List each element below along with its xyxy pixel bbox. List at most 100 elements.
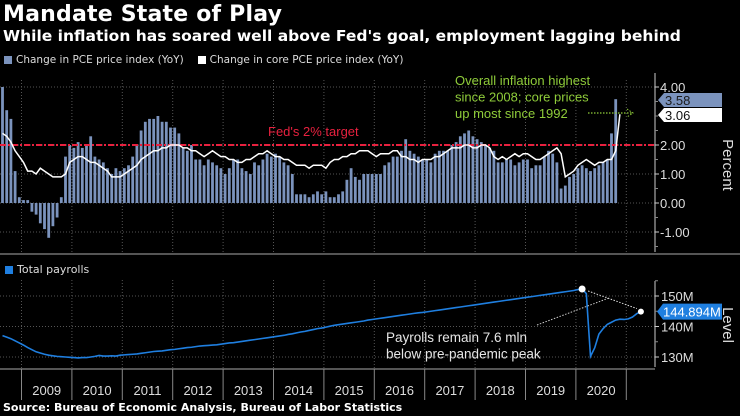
pce-bar [484,145,487,203]
pce-bar [283,162,286,203]
pce-bar [350,168,353,203]
pce-bar [299,194,302,203]
pce-bar [501,162,504,203]
pce-bar [203,165,206,203]
x-tick-label: 2010 [83,383,112,398]
pce-bar [215,165,218,203]
y-tick-label: 130M [661,350,694,365]
pce-bar [480,142,483,203]
pce-bar [220,168,223,203]
x-axis: 2009201020112012201320142015201620172018… [22,369,627,400]
pce-bar [421,160,424,204]
pce-bar [52,203,55,226]
pce-bar [207,160,210,204]
pce-bar [354,177,357,203]
pce-bar [509,160,512,204]
pce-bar [47,203,50,238]
core-pce-value-badge-label: 3.06 [665,108,690,123]
pce-bar [551,154,554,203]
pce-bar [287,165,290,203]
pce-bar [564,186,567,203]
pce-bar [383,165,386,203]
pce-bar [572,174,575,203]
pce-bar [446,151,449,203]
pce-bar [396,157,399,203]
source-note: Source: Bureau of Economic Analysis, Bur… [3,401,402,414]
fed-target-label: Fed's 2% target [268,124,359,139]
pce-bar [182,148,185,203]
pce-bar [593,168,596,203]
annotation-line: since 2008; core prices [455,90,589,105]
inflation-annotation: Overall inflation highestsince 2008; cor… [455,73,633,121]
pce-bar [455,142,458,203]
pce-bar [610,133,613,203]
pce-bar [115,168,118,203]
pce-bar [547,151,550,203]
y-tick-label: 0.00 [660,196,685,211]
pce-bar [467,131,470,204]
payrolls-annotation: Payrolls remain 7.6 mln below pre-pandemi… [386,285,644,361]
pce-bar [358,180,361,203]
pce-bar [18,197,21,203]
pce-bar [430,162,433,203]
pce-bar [371,174,374,203]
x-tick-label: 2014 [284,383,313,398]
pce-bar [199,160,202,204]
pce-bar [530,168,533,203]
pce-bar [274,154,277,203]
annotation-line: Payrolls remain 7.6 mln [386,330,527,345]
y-tick-label: 140M [661,320,694,335]
pce-bar [514,165,517,203]
pce-bar [472,136,475,203]
x-tick-label: 2017 [435,383,464,398]
pce-bar [367,174,370,203]
pce-bar [425,160,428,204]
x-tick-label: 2012 [183,383,212,398]
pce-bar [262,160,265,204]
pce-bar [253,162,256,203]
pce-bar [161,122,164,203]
pce-bar [178,133,181,203]
pce-bar [211,162,214,203]
pce-bar [312,194,315,203]
pce-bar [585,168,588,203]
pce-bar [413,154,416,203]
pce-bar [173,128,176,203]
pce-bar [522,160,525,204]
pce-bar [249,174,252,203]
x-tick-label: 2020 [587,383,616,398]
pce-bar [400,151,403,203]
pce-bar [190,145,193,203]
annotation-line: below pre-pandemic peak [386,347,541,362]
pce-bar [64,157,67,203]
pce-bar [228,168,231,203]
x-tick-label: 2016 [385,383,414,398]
annotation-leader [537,298,609,325]
pce-bar [68,145,71,203]
y-tick-label: 1.00 [660,167,685,182]
pce-bar [333,197,336,203]
pce-bar [392,157,395,203]
y-axis-title-percent: Percent [719,139,736,192]
pce-bar [451,145,454,203]
annotation-line: up most since 1992 [455,106,568,121]
pce-bar [308,197,311,203]
peak-marker [579,285,586,292]
pce-bar [518,162,521,203]
pce-bar [539,165,542,203]
x-tick-label: 2018 [486,383,515,398]
pce-bar [329,197,332,203]
pce-bar [257,165,260,203]
pce-bar [341,191,344,203]
pce-bar [526,160,529,204]
y-tick-label: 150M [661,289,694,304]
pce-value-badge: 3.58 [658,93,722,108]
y-tick-label: -1.00 [660,225,690,240]
pce-bar [488,148,491,203]
pce-bar [35,203,38,215]
pce-bar [22,200,25,203]
x-tick-label: 2015 [335,383,364,398]
pce-bar [241,168,244,203]
pce-bar [459,136,462,203]
pce-bar [589,171,592,203]
